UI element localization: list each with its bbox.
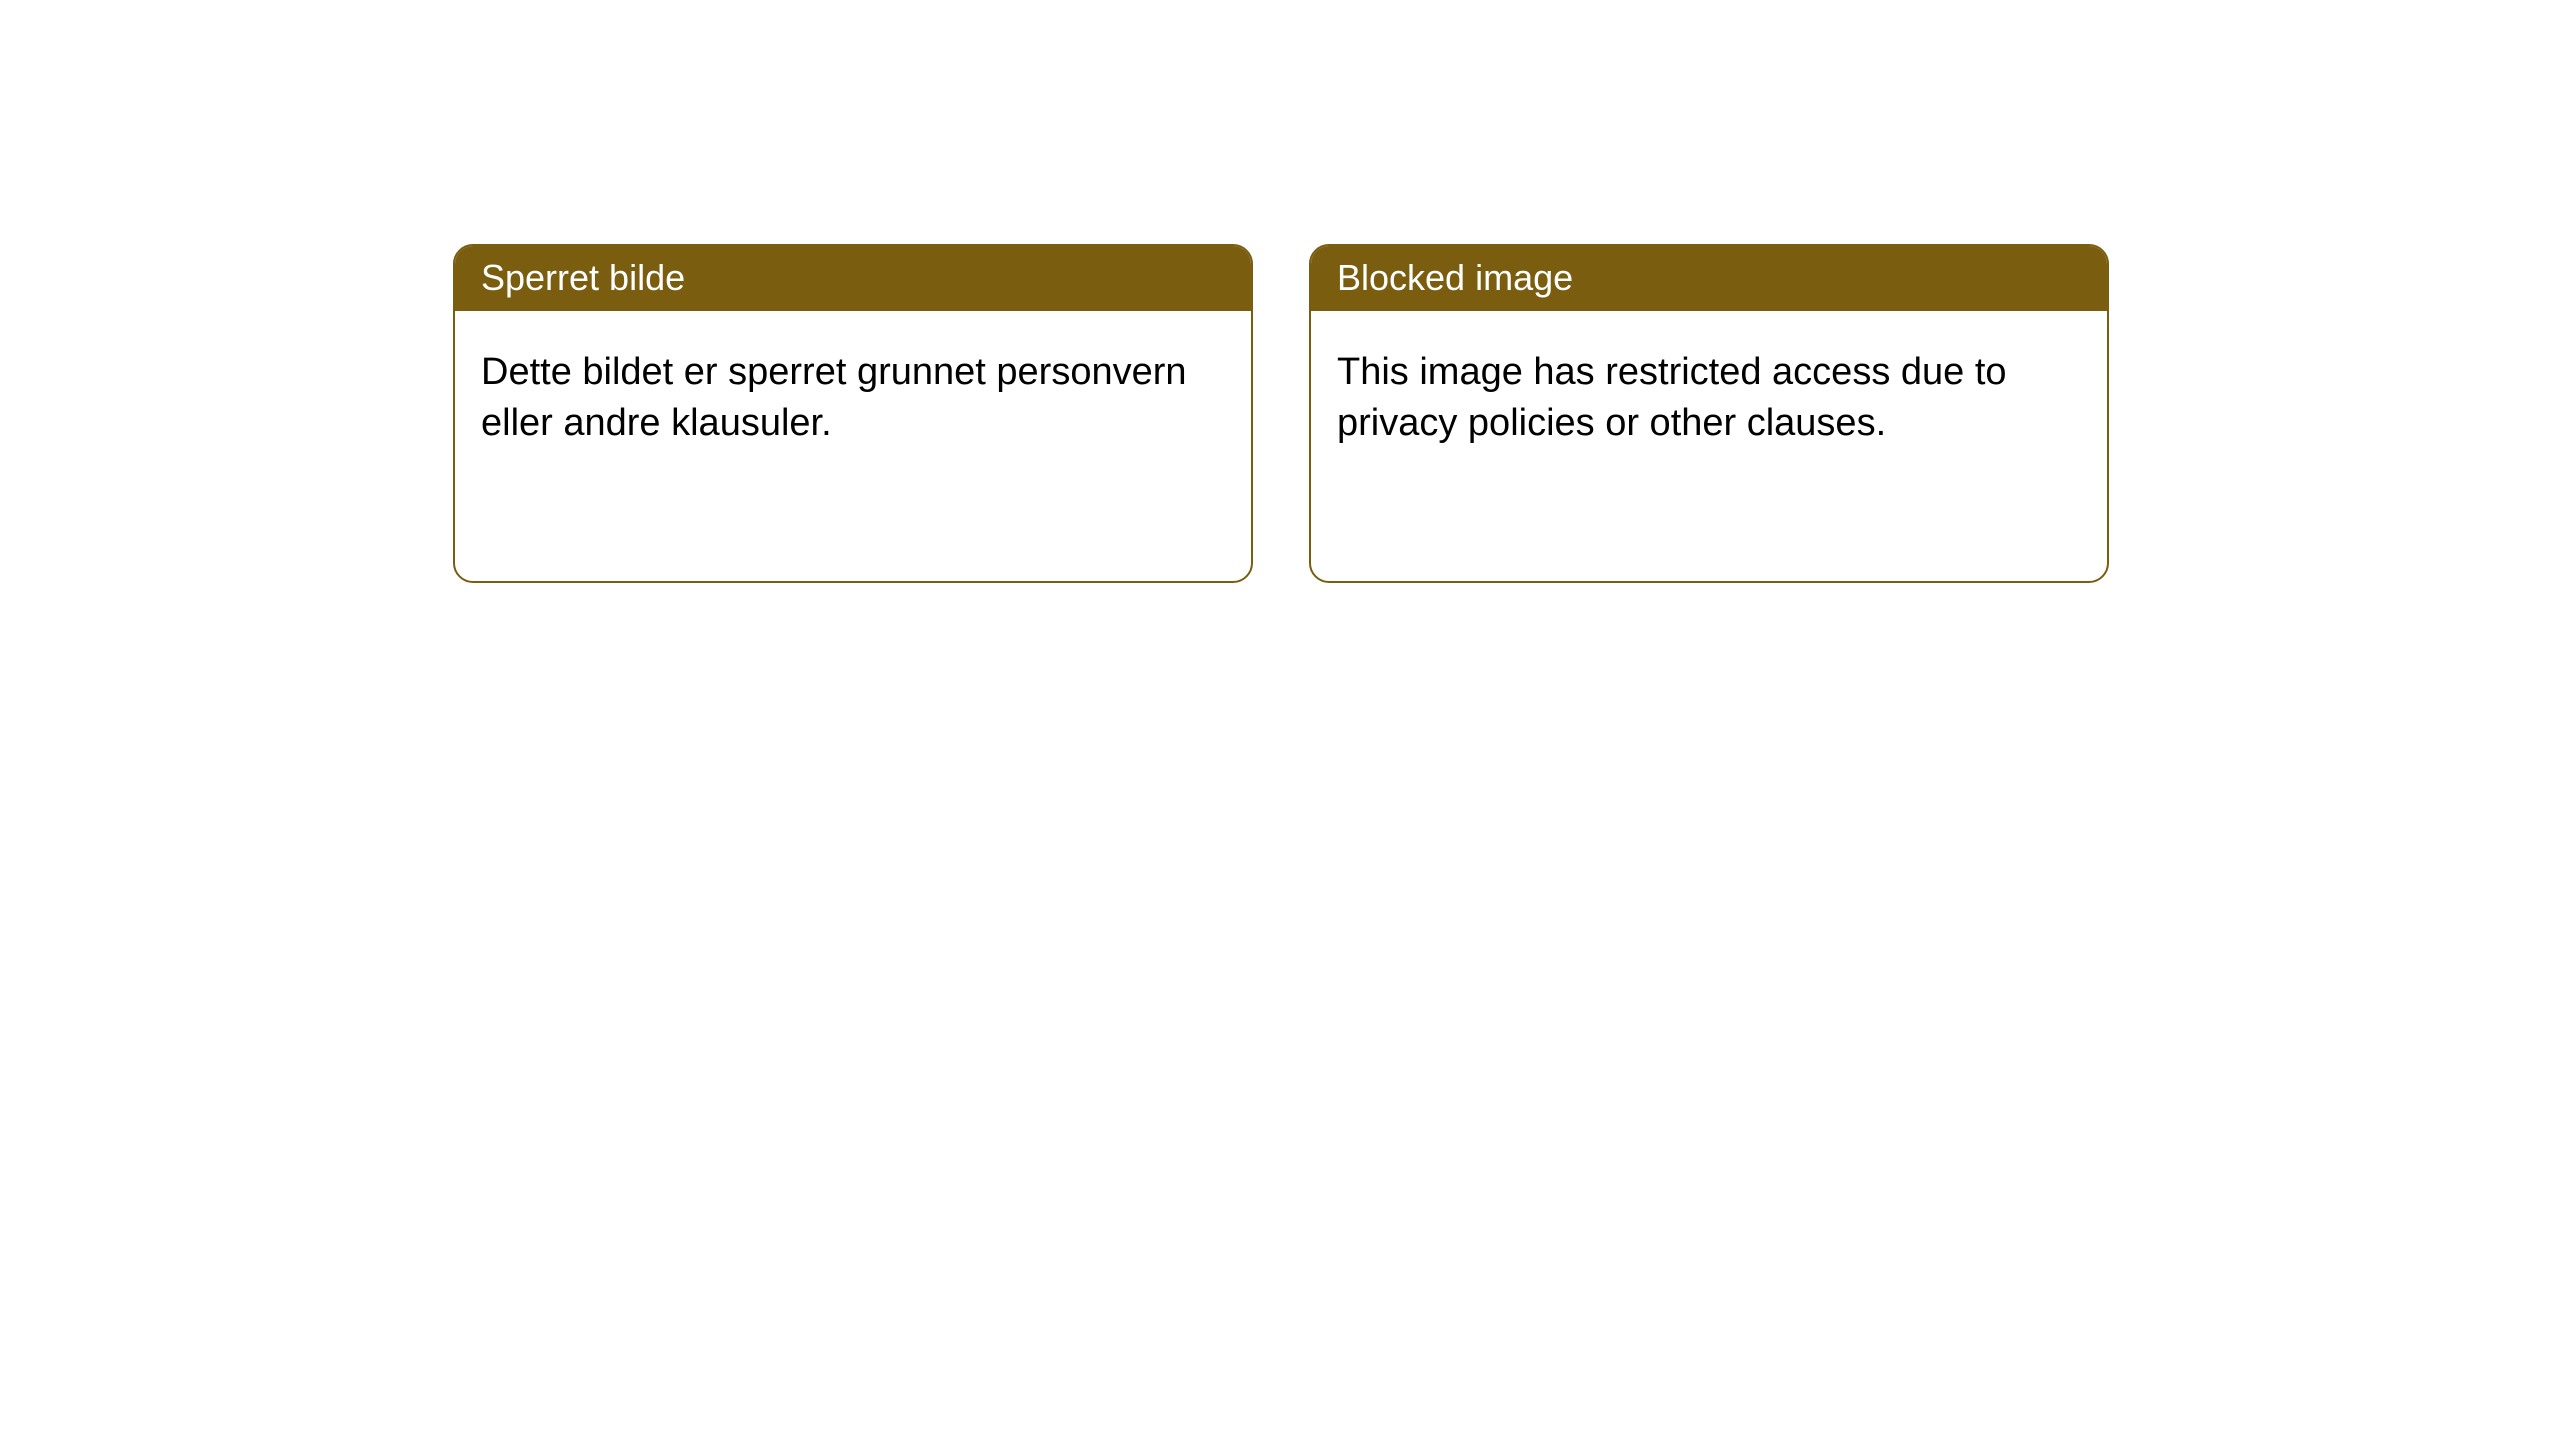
- card-header: Sperret bilde: [455, 246, 1251, 311]
- notice-container: Sperret bilde Dette bildet er sperret gr…: [0, 0, 2560, 583]
- card-body-text: Dette bildet er sperret grunnet personve…: [481, 351, 1187, 444]
- card-title: Blocked image: [1337, 257, 1573, 298]
- card-header: Blocked image: [1311, 246, 2107, 311]
- card-body: This image has restricted access due to …: [1311, 311, 2107, 581]
- card-body: Dette bildet er sperret grunnet personve…: [455, 311, 1251, 581]
- notice-card-norwegian: Sperret bilde Dette bildet er sperret gr…: [453, 244, 1253, 583]
- card-body-text: This image has restricted access due to …: [1337, 351, 2007, 444]
- card-title: Sperret bilde: [481, 257, 685, 298]
- notice-card-english: Blocked image This image has restricted …: [1309, 244, 2109, 583]
